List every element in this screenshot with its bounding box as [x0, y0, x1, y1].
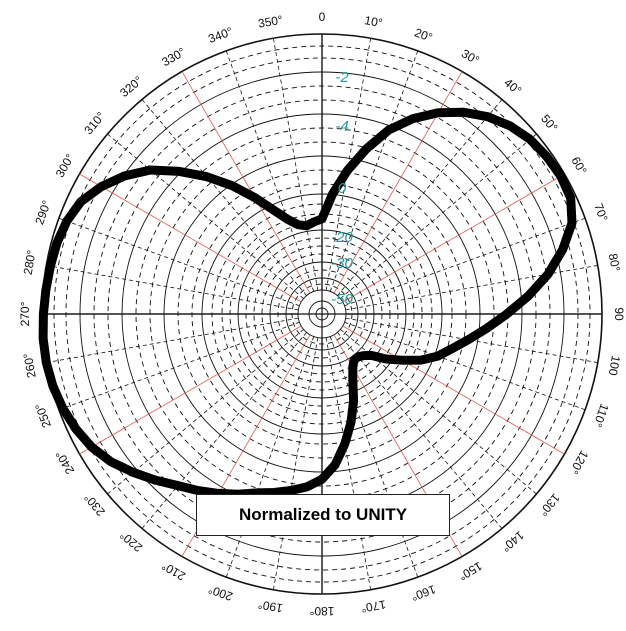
angle-tick-label: 110° [590, 402, 611, 429]
grid-spoke [225, 50, 315, 292]
grid-spoke [141, 99, 307, 296]
grid-spoke [79, 325, 302, 455]
grid-spoke [46, 264, 299, 311]
angle-tick-label: 30° [459, 46, 482, 67]
angle-tick-label: 350° [257, 13, 284, 31]
angle-tick-label: 340° [206, 24, 234, 46]
grid-spoke [342, 325, 565, 455]
angle-tick-label: 290° [32, 198, 54, 226]
angle-tick-label: 130° [536, 491, 563, 519]
angle-tick-label: 160° [409, 582, 437, 604]
angle-tick-label: 190° [257, 597, 284, 615]
angle-tick-label: 170° [360, 597, 387, 615]
angle-tick-label: 320° [117, 73, 145, 100]
angle-tick-label: 20° [413, 25, 435, 44]
radial-scale-label: 0 [338, 180, 347, 197]
radiation-pattern-line [38, 107, 577, 499]
angle-tick-label: 150° [456, 559, 485, 584]
angle-tick-label: 330° [159, 45, 188, 70]
angle-tick-label: 10° [363, 13, 383, 30]
angle-tick-label: 260° [21, 352, 39, 379]
grid-spoke [225, 336, 315, 578]
angle-tick-label: 50° [538, 112, 561, 135]
angle-tick-label: 270° [18, 301, 32, 326]
angle-tick-label: 240° [53, 448, 78, 477]
angle-tick-label: 200° [206, 582, 234, 604]
grid-spoke [337, 332, 503, 529]
angle-tick-label: 0 [319, 10, 326, 24]
grid-spoke [329, 336, 419, 578]
radial-scale-label: -30 [331, 255, 353, 272]
grid-spoke [342, 173, 565, 303]
grid-spoke [46, 317, 299, 364]
angle-tick-label: 300° [53, 151, 78, 180]
grid-spoke [58, 217, 300, 307]
angle-tick-label: 140° [499, 528, 527, 555]
radial-scale-label: -20 [331, 229, 353, 246]
angle-tick-label: 70° [591, 202, 610, 224]
grid-spoke [337, 99, 503, 296]
grid-spoke [344, 217, 586, 307]
pattern-trace [38, 107, 577, 499]
grid-spoke [272, 337, 319, 590]
grid-spoke [141, 332, 307, 529]
grid-spoke [272, 38, 319, 291]
normalization-caption: Normalized to UNITY [196, 494, 450, 536]
grid-spoke [181, 71, 311, 294]
angle-tick-label: 280° [21, 249, 39, 276]
angle-tick-label: 250° [32, 401, 54, 429]
angle-tick-label: 180° [309, 604, 334, 618]
angle-tick-label: 120° [567, 448, 592, 477]
radial-scale-label: -2 [335, 69, 349, 86]
angle-tick-label: 230° [81, 491, 108, 519]
grid-spoke [107, 133, 304, 299]
angle-tick-label: 40° [501, 75, 524, 98]
grid-spoke [344, 321, 586, 411]
angle-tick-label: 90 [612, 307, 626, 321]
grid-spoke [345, 264, 598, 311]
grid-spoke [58, 321, 300, 411]
grid-spoke [325, 337, 372, 590]
grid-spoke [340, 133, 537, 299]
grid-spoke [107, 329, 304, 495]
angle-tick-label: 60° [568, 154, 589, 177]
grid-spoke [329, 50, 419, 292]
grid-spoke [79, 173, 302, 303]
angle-tick-label: 100 [606, 354, 623, 376]
angle-tick-label: 80° [606, 252, 623, 272]
angle-tick-label: 220° [117, 528, 145, 555]
radial-labels: -2 -4 0 -20 -30 -50 [331, 69, 353, 308]
radial-scale-label: -50 [331, 291, 353, 308]
radial-scale-label: -4 [335, 118, 348, 135]
angle-tick-label: 310° [81, 109, 108, 137]
angle-tick-label: 210° [159, 559, 188, 584]
